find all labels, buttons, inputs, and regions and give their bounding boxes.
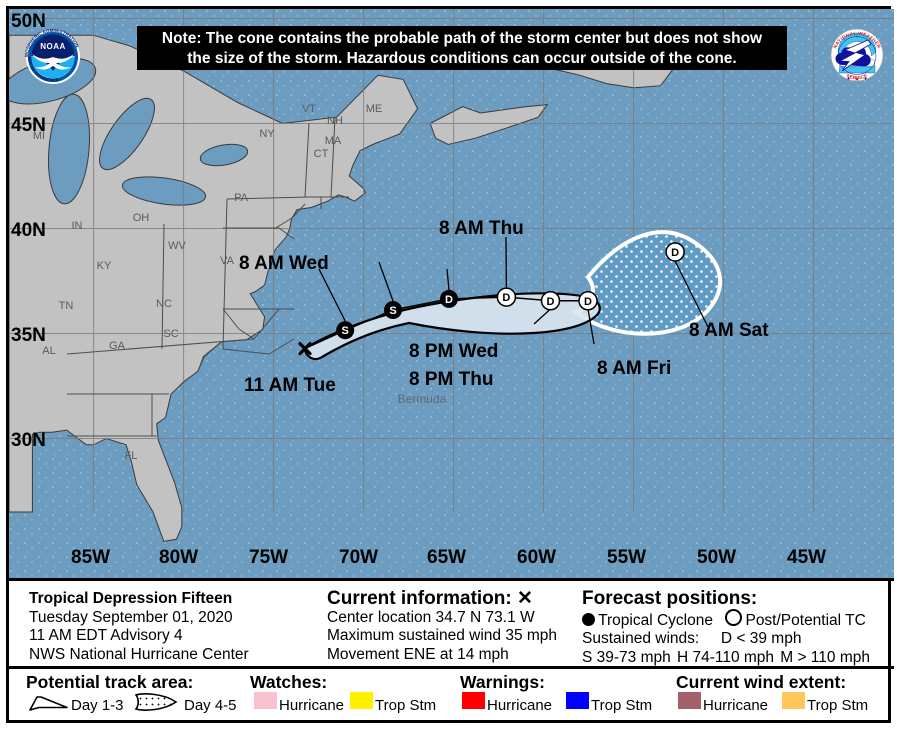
svg-text:VT: VT [302, 103, 316, 115]
svg-text:NH: NH [327, 115, 343, 127]
svg-text:KY: KY [97, 260, 112, 272]
svg-text:WV: WV [168, 240, 186, 252]
svg-text:OH: OH [133, 212, 150, 224]
svg-text:S: S [342, 325, 349, 337]
svg-text:D: D [584, 296, 592, 308]
svg-text:8 AM Sat: 8 AM Sat [689, 320, 769, 341]
svg-text:8 PM Thu: 8 PM Thu [409, 369, 493, 390]
svg-text:11 AM Tue: 11 AM Tue [244, 375, 336, 396]
svg-text:D: D [445, 294, 453, 306]
svg-text:GA: GA [109, 340, 126, 352]
svg-text:NY: NY [259, 128, 275, 140]
svg-text:8 AM Fri: 8 AM Fri [597, 358, 671, 379]
svg-text:FL: FL [125, 450, 138, 462]
svg-text:D: D [502, 292, 510, 304]
svg-text:TN: TN [59, 300, 74, 312]
svg-text:SC: SC [163, 328, 178, 340]
svg-text:8 PM Wed: 8 PM Wed [409, 341, 498, 362]
svg-text:Bermuda: Bermuda [398, 392, 447, 406]
svg-text:NC: NC [156, 298, 172, 310]
svg-text:CT: CT [314, 148, 329, 160]
svg-text:8 AM Thu: 8 AM Thu [439, 218, 524, 239]
svg-text:8 AM Wed: 8 AM Wed [239, 253, 329, 274]
svg-text:MA: MA [325, 135, 342, 147]
svg-text:IN: IN [72, 220, 83, 232]
svg-text:VA: VA [220, 255, 235, 267]
svg-text:ME: ME [366, 103, 383, 115]
svg-text:D: D [671, 247, 679, 259]
svg-text:S: S [389, 305, 396, 317]
svg-text:PA: PA [234, 192, 249, 204]
svg-text:D: D [547, 296, 555, 308]
svg-text:NOAA: NOAA [40, 42, 66, 51]
